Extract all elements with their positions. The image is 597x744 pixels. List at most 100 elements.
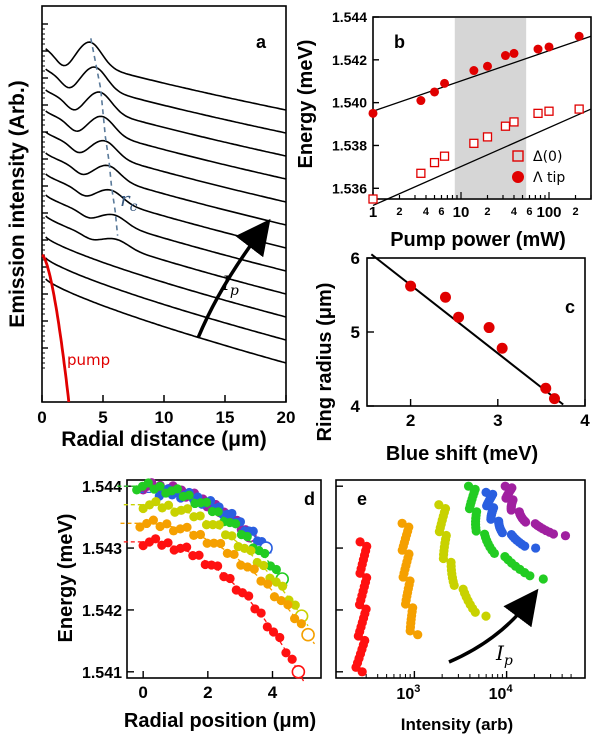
panel-d-point	[135, 522, 145, 532]
panel-e-point	[471, 526, 481, 536]
panel-c-fit-line	[370, 253, 564, 406]
legend-open-square	[512, 150, 524, 162]
panel-d-point	[202, 538, 212, 548]
panel-b-point-lambda	[416, 96, 426, 106]
panel-d-point	[290, 614, 300, 624]
panel-d-point	[227, 508, 237, 519]
panel-b-point-delta	[439, 151, 450, 161]
panel-d-point	[213, 561, 223, 571]
panel-e-point	[449, 580, 459, 591]
panel-b-point-lambda	[544, 42, 554, 52]
panel-a-curve	[45, 152, 287, 226]
panel-b-point-delta	[429, 157, 440, 168]
panel-d-point	[287, 654, 297, 664]
panel-d-endpoint	[301, 627, 315, 642]
panel-b-point-lambda	[574, 31, 584, 41]
panel-d-point	[155, 481, 165, 491]
panel-a-curves	[41, 23, 287, 403]
panel-e-point	[355, 568, 365, 578]
panel-e-point	[560, 531, 571, 541]
panel-d-point	[216, 538, 226, 549]
panel-e-point	[531, 543, 541, 553]
panel-d-point	[201, 497, 212, 507]
panel-d-point	[269, 592, 280, 602]
panel-d-point	[172, 484, 183, 494]
panel-e: 103 104 e Intensity (arb) Ip	[335, 479, 586, 734]
pump-curve	[41, 253, 71, 403]
panel-a-x-tick-label: 20	[277, 408, 296, 427]
panel-d-point	[260, 548, 270, 559]
panel-b-point-delta	[469, 138, 479, 148]
panel-e-plot: 103 104	[336, 481, 572, 703]
panel-d-point	[162, 519, 172, 529]
panel-e-point	[489, 548, 500, 558]
panel-d-point	[249, 564, 259, 574]
panel-e-pump-arrow	[448, 588, 539, 664]
panel-b-x-tick-label: 100	[536, 204, 561, 221]
panel-d-point	[229, 549, 239, 560]
panel-d-endpoint	[291, 665, 306, 679]
panel-d-point	[290, 600, 300, 610]
panel-d-point	[276, 595, 286, 606]
panel-c-x-label: Blue shift (meV)	[386, 443, 538, 465]
panel-b-y-tick-label: 1.536	[332, 180, 367, 196]
panel-d: 0 2 4 1.541 1.542 1.543 1.544 d Radial positio…	[55, 478, 322, 732]
panel-e-point	[520, 541, 530, 551]
panel-e-point	[438, 553, 448, 564]
panel-d-x-tick-label: 2	[203, 683, 212, 702]
panel-e-frame	[335, 479, 586, 679]
panel-d-x-label: Radial position (μm)	[124, 710, 316, 732]
panel-a-curve	[45, 89, 287, 157]
panel-b-point-lambda	[500, 51, 510, 61]
panel-d-y-tick-label: 1.542	[82, 603, 122, 620]
panel-d-letter: d	[304, 489, 315, 509]
panel-e-point	[434, 500, 444, 510]
panel-e-point	[525, 571, 535, 581]
panel-d-point	[163, 500, 174, 510]
panel-d-y-label: Energy (meV)	[55, 514, 77, 643]
panel-d-point	[281, 648, 291, 658]
panel-a-x-tick-label: 15	[216, 408, 235, 427]
panel-d-point	[189, 530, 199, 540]
panel-d-point	[246, 545, 256, 556]
panel-a-x-tick-label: 10	[155, 408, 174, 427]
panel-d-y-tick-label: 1.544	[82, 479, 122, 496]
panel-e-x-label: Intensity (arb)	[401, 715, 513, 734]
panel-d-point	[195, 529, 206, 540]
panel-e-point	[355, 537, 365, 547]
panel-d-point	[209, 538, 219, 548]
panel-b-point-lambda	[430, 87, 440, 97]
panel-e-point	[538, 574, 548, 584]
panel-b-x-tick-label: 2	[484, 206, 490, 218]
panel-d-point	[277, 581, 288, 591]
legend-filled-circle	[512, 171, 524, 183]
pump-label: pump	[67, 351, 110, 369]
panel-d-point	[151, 496, 161, 507]
panel-b-x-tick-label: 1	[369, 204, 377, 221]
panel-c-point	[540, 382, 552, 394]
panel-e-x-tick-label: 104	[489, 683, 514, 703]
panel-b-point-delta	[500, 121, 511, 131]
panel-c-frame	[366, 257, 586, 407]
panel-e-point	[520, 517, 531, 527]
legend-label-lambda: Λ tip	[533, 170, 565, 186]
panel-e-point	[434, 527, 445, 537]
panel-b-point-delta	[368, 194, 378, 204]
panel-d-point	[263, 579, 273, 589]
panel-e-letter: e	[357, 489, 367, 509]
panel-b-legend: Δ(0) Λ tip	[512, 149, 565, 186]
panel-c-x-tick-label: 4	[580, 411, 590, 430]
panel-e-pump-label: Ip	[495, 641, 513, 669]
panel-d-point	[184, 490, 194, 500]
panel-b-y-tick-label: 1.542	[332, 52, 367, 68]
panel-d-point	[222, 548, 232, 558]
panel-c-y-label: Ring radius (μm)	[314, 283, 336, 442]
panel-b-x-tick-label: 2	[572, 206, 578, 218]
panel-d-point	[143, 478, 153, 488]
panel-c-point	[496, 342, 508, 354]
panel-c-y-tick-label: 6	[351, 249, 360, 268]
panel-a-frame	[41, 5, 287, 403]
panel-d-point	[242, 531, 252, 542]
